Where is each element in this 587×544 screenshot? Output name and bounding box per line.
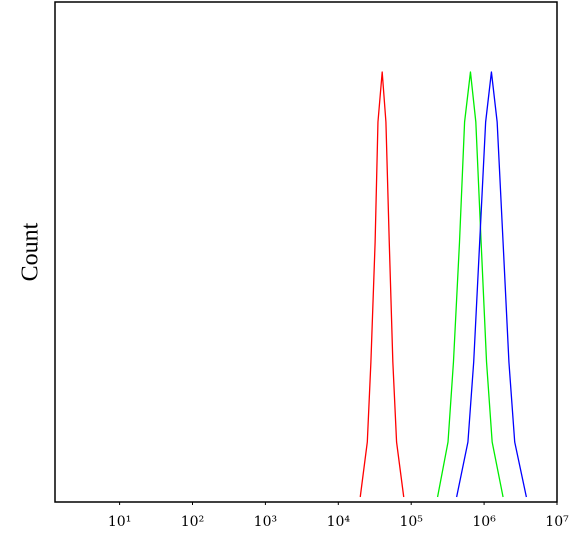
histogram-line bbox=[359, 71, 405, 498]
x-tick-label: 10⁶ bbox=[472, 514, 496, 530]
histogram-line bbox=[436, 71, 504, 498]
x-tick-label: 10³ bbox=[254, 514, 277, 530]
x-tick-label: 10⁵ bbox=[399, 514, 423, 530]
y-axis-label: Count bbox=[18, 222, 44, 281]
x-tick-label: 10² bbox=[181, 514, 204, 530]
x-tick-label: 10⁷ bbox=[545, 514, 569, 530]
x-tick-label: 10¹ bbox=[108, 514, 131, 530]
x-tick-label: 10⁴ bbox=[327, 514, 351, 530]
histogram-line bbox=[455, 71, 528, 498]
plot-frame bbox=[54, 1, 558, 503]
